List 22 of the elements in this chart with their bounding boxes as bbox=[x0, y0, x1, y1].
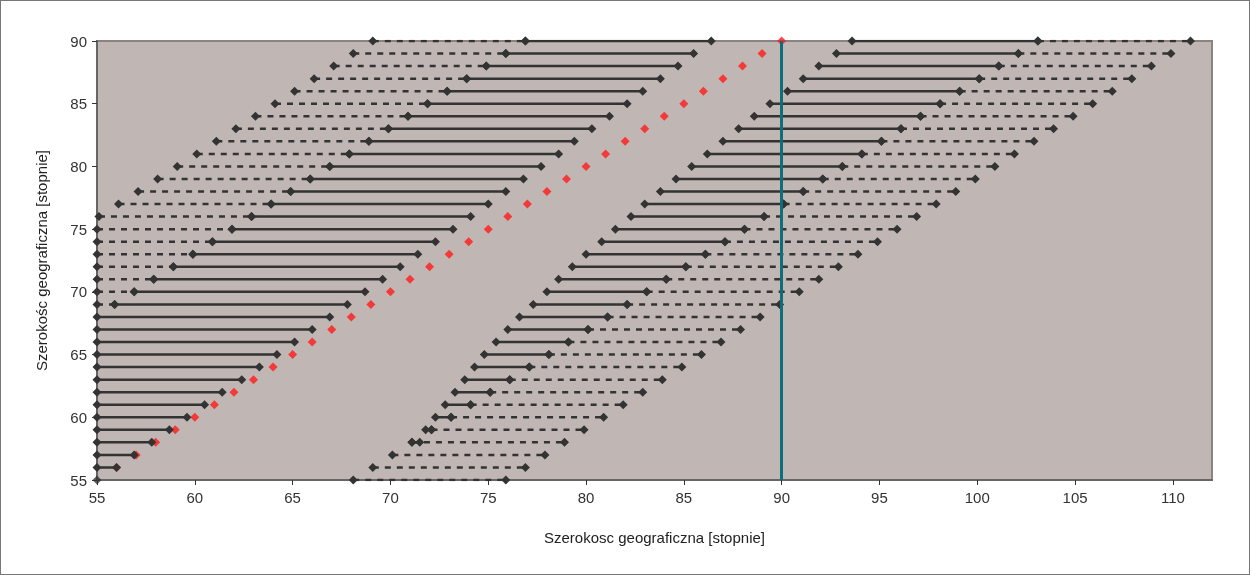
x-tick-label: 95 bbox=[871, 489, 888, 506]
x-tick-label: 65 bbox=[284, 489, 301, 506]
y-tick-label: 60 bbox=[70, 408, 87, 426]
x-tick-label: 90 bbox=[773, 489, 790, 506]
y-tick-label: 70 bbox=[70, 283, 87, 301]
y-tick-label: 65 bbox=[70, 346, 87, 364]
x-tick-label: 55 bbox=[88, 489, 106, 506]
x-tick-label: 85 bbox=[675, 489, 693, 506]
x-tick-label: 100 bbox=[964, 489, 990, 506]
x-tick-label: 110 bbox=[1160, 489, 1185, 506]
y-axis-title: Szerokośc geograficzna [stopnie] bbox=[33, 150, 50, 371]
y-tick-label: 55 bbox=[70, 471, 87, 489]
x-tick-label: 75 bbox=[479, 489, 497, 506]
y-tick-label: 90 bbox=[70, 32, 87, 50]
x-axis-title: Szerokosc geograficzna [stopnie] bbox=[544, 529, 765, 546]
y-tick-label: 80 bbox=[70, 157, 87, 175]
x-tick-label: 80 bbox=[577, 489, 595, 506]
y-tick-label: 75 bbox=[70, 220, 87, 238]
x-tick-label: 60 bbox=[186, 489, 204, 506]
x-tick-label: 70 bbox=[382, 489, 399, 506]
y-tick-label: 85 bbox=[70, 95, 87, 113]
x-tick-label: 105 bbox=[1062, 489, 1088, 506]
